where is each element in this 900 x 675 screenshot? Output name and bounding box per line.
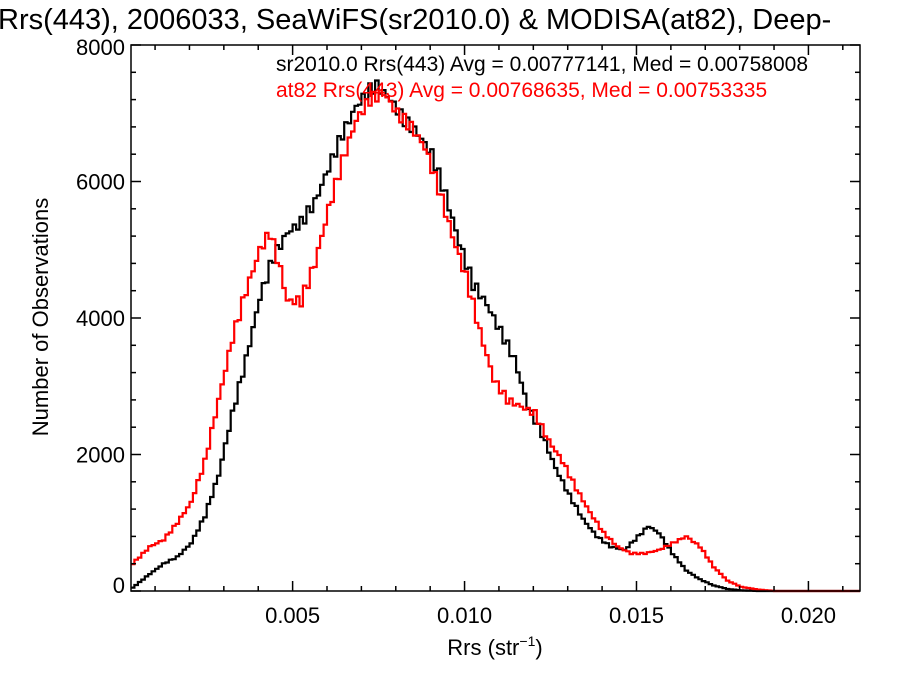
y-tick-label: 4000	[76, 306, 125, 331]
y-axis-label: Number of Observations	[28, 198, 53, 436]
x-axis-label-close: )	[535, 635, 542, 660]
x-axis-label-superscript: −1	[519, 633, 535, 649]
x-axis-label: Rrs (str−1)	[447, 633, 542, 660]
x-axis-label-main: Rrs (str	[447, 635, 519, 660]
x-tick-label: 0.015	[609, 603, 664, 628]
x-tick-label: 0.020	[781, 603, 836, 628]
x-tick-label: 0.010	[437, 603, 492, 628]
series-line-at82	[131, 89, 860, 593]
series-line-sr2010-0	[131, 79, 860, 593]
plot-lines	[131, 79, 860, 593]
y-tick-label: 2000	[76, 443, 125, 468]
x-tick-label: 0.005	[265, 603, 320, 628]
legend-label-at82: at82 Rrs(443) Avg = 0.00768635, Med = 0.…	[276, 79, 767, 102]
y-tick-label: 0	[113, 573, 125, 598]
y-tick-label: 6000	[76, 170, 125, 195]
axis-ticks: 0.005 0.010 0.015 0.020 0 2000 4000 6000 8000	[76, 35, 860, 628]
legend-label-sr2010: sr2010.0 Rrs(443) Avg = 0.00777141, Med …	[276, 53, 808, 76]
chart-title: Rrs(443), 2006033, SeaWiFS(sr2010.0) & M…	[0, 4, 831, 36]
y-tick-label: 8000	[76, 35, 125, 60]
